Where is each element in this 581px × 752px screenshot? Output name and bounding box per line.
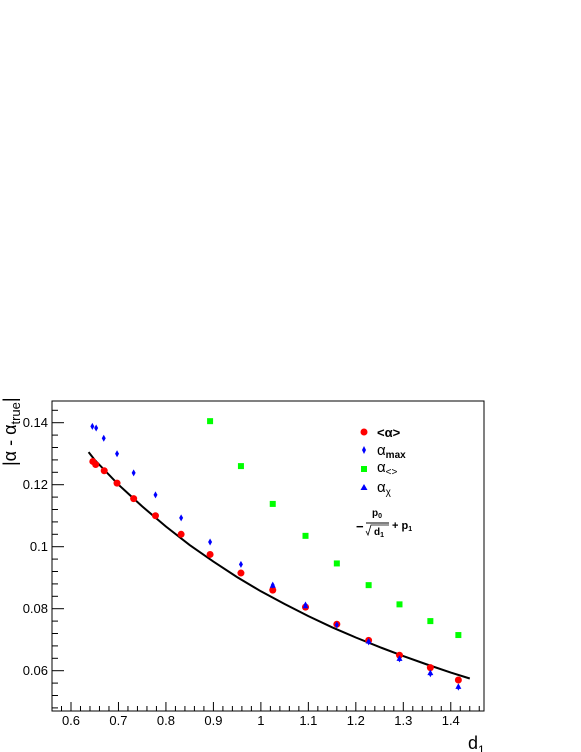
data-point-alpha-chi <box>427 669 434 676</box>
y-axis-title-main: |α - α <box>0 425 20 466</box>
legend: <α> αmax α<> αχ − p0 <box>356 425 412 539</box>
legend-fit-plus-sub: 1 <box>408 526 412 533</box>
data-point-mean-alpha <box>177 530 185 538</box>
x-tick-label: 0.9 <box>204 713 222 728</box>
legend-label-alpha-max-sub: max <box>386 450 406 461</box>
fit-curve <box>87 451 471 680</box>
data-point-mean-alpha <box>130 495 138 503</box>
y-tick-label: 0.14 <box>23 415 48 430</box>
data-point-alpha-max <box>179 514 184 522</box>
data-point-alpha-avg <box>396 601 403 608</box>
legend-label-alpha-max-main: α <box>377 442 386 459</box>
data-point-alpha-max <box>115 450 120 458</box>
data-point-mean-alpha <box>100 467 108 475</box>
x-tick-label: 0.6 <box>62 713 80 728</box>
data-point-alpha-max <box>153 491 158 499</box>
data-point-alpha-chi <box>365 638 372 644</box>
data-point-mean-alpha <box>426 664 434 672</box>
legend-label-alpha-avg-main: α <box>377 459 386 476</box>
data-point-alpha-max <box>131 469 136 477</box>
data-point-alpha-avg <box>427 618 434 625</box>
data-point-mean-alpha <box>454 676 462 684</box>
y-tick-label: 0.1 <box>30 539 48 554</box>
x-tick-label: 0.7 <box>109 713 127 728</box>
y-axis-title-close: | <box>0 397 20 402</box>
data-point-alpha-avg <box>237 463 244 470</box>
legend-entry-fit: − p0 d1 + p1 <box>356 508 412 539</box>
legend-label-alpha-chi-sub: χ <box>386 487 392 498</box>
data-point-mean-alpha <box>269 586 277 594</box>
legend-label-alpha-chi-main: α <box>377 479 386 496</box>
x-tick-label: 1 <box>257 713 264 728</box>
legend-fit-numerator-sub: 0 <box>378 513 382 520</box>
data-point-alpha-max <box>90 422 95 430</box>
data-point-mean-alpha <box>113 479 121 487</box>
plot-frame <box>51 400 485 712</box>
legend-fit-plus-term: + p1 <box>392 520 412 533</box>
data-point-mean-alpha <box>92 461 100 469</box>
x-axis: 0.6 0.7 0.8 0.9 1 1.1 1.2 1.3 1.4 <box>60 702 480 728</box>
legend-label-alpha-chi: αχ <box>377 479 392 498</box>
data-point-alpha-avg <box>455 632 462 639</box>
legend-marker-diamond <box>362 446 366 454</box>
data-point-alpha-max <box>101 434 106 442</box>
x-axis-title: d1 <box>468 733 485 752</box>
data-point-mean-alpha <box>206 550 214 558</box>
y-tick-label: 0.12 <box>23 477 48 492</box>
legend-entry-alpha-chi: αχ <box>360 479 392 498</box>
legend-entry-mean-alpha: <α> <box>360 425 401 440</box>
x-axis-title-subscript: 1 <box>478 743 485 752</box>
data-point-alpha-max <box>208 538 213 546</box>
legend-label-alpha-max: αmax <box>377 442 406 461</box>
data-point-alpha-max <box>238 560 243 568</box>
data-point-alpha-chi <box>302 602 309 609</box>
y-axis: 0.06 0.08 0.1 0.12 0.14 <box>23 409 64 709</box>
legend-label-alpha-avg-sub: <> <box>386 467 398 478</box>
data-point-alpha-chi <box>396 655 403 661</box>
legend-fit-numerator: p0 <box>372 508 382 520</box>
data-point-mean-alpha <box>151 512 159 520</box>
x-axis-title-main: d <box>468 733 478 752</box>
data-point-alpha-max <box>94 424 99 432</box>
data-point-alpha-avg <box>302 532 309 539</box>
legend-label-mean-alpha: <α> <box>377 425 401 440</box>
x-tick-label: 1.2 <box>347 713 365 728</box>
legend-entry-alpha-avg: α<> <box>361 459 398 478</box>
data-point-mean-alpha <box>237 569 245 577</box>
data-point-alpha-avg <box>207 418 214 425</box>
legend-fit-minus: − <box>356 519 364 534</box>
y-tick-label: 0.06 <box>23 663 48 678</box>
legend-fit-plus-main: + p <box>392 520 408 532</box>
x-tick-label: 1.4 <box>442 713 460 728</box>
y-tick-label: 0.08 <box>23 601 48 616</box>
data-point-alpha-max <box>334 621 339 629</box>
y-axis-title-subscript: true <box>8 402 23 424</box>
x-tick-label: 1.1 <box>299 713 317 728</box>
legend-fit-sqrt-sign <box>365 524 389 537</box>
x-tick-label: 1.3 <box>394 713 412 728</box>
y-axis-title: |α - αtrue| <box>0 397 23 466</box>
legend-entry-alpha-max: αmax <box>362 442 406 461</box>
data-points-layer <box>89 418 462 691</box>
legend-marker-square <box>361 466 367 472</box>
legend-label-alpha-avg: α<> <box>377 459 398 478</box>
legend-fit-numerator-main: p <box>372 508 378 519</box>
fit-curve-layer <box>87 451 471 680</box>
data-point-mean-alpha <box>395 651 403 659</box>
data-point-alpha-avg <box>333 560 340 567</box>
legend-marker-triangle <box>360 484 368 490</box>
data-point-alpha-chi <box>455 683 462 689</box>
x-tick-label: 0.8 <box>157 713 175 728</box>
legend-fit-denominator-main: d <box>374 527 380 538</box>
legend-fit-denominator-sub: 1 <box>380 532 384 539</box>
data-point-alpha-avg <box>269 500 276 507</box>
legend-marker-circle <box>360 428 368 436</box>
data-point-alpha-chi <box>269 582 276 588</box>
legend-fit-denominator: d1 <box>374 527 384 539</box>
data-point-alpha-avg <box>365 582 372 589</box>
